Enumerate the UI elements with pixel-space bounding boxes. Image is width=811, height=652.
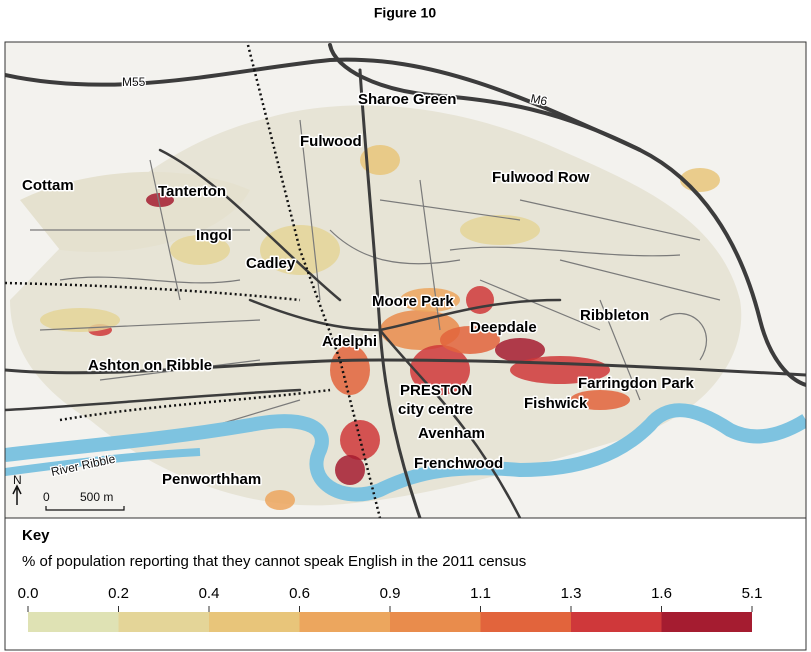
legend-swatch — [661, 612, 752, 632]
place-label: Ingol — [196, 227, 232, 244]
shaded-area — [335, 455, 365, 485]
legend-swatch — [28, 612, 119, 632]
railway — [5, 281, 331, 422]
key: Key % of population reporting that they … — [4, 517, 807, 651]
streets — [30, 119, 721, 431]
motorway — [5, 57, 806, 387]
river — [5, 448, 201, 476]
shaded-area — [265, 490, 295, 510]
place-label: Penworthham — [162, 471, 261, 488]
place-label: Moore Park — [372, 293, 454, 310]
scale-label: 500 m — [80, 490, 113, 504]
map: M55 M6 Sharoe Green Fulwood Fulwood Row … — [5, 42, 806, 518]
place-label: Sharoe Green — [358, 91, 456, 108]
main-road — [5, 148, 562, 518]
legend: 0.0 0.2 0.4 0.6 0.9 1.1 1.3 1.6 5.1 — [18, 585, 763, 632]
legend-swatch — [390, 612, 481, 632]
place-label: Ribbleton — [580, 307, 649, 324]
river — [5, 403, 806, 502]
main-road — [5, 358, 806, 377]
urban-area — [20, 171, 250, 252]
place-label: Fulwood Row — [492, 169, 590, 186]
legend-break-label: 5.1 — [742, 585, 763, 602]
shaded-area — [495, 338, 545, 362]
legend-break-label: 1.1 — [470, 585, 491, 602]
legend-break-label: 0.0 — [18, 585, 39, 602]
key-description: % of population reporting that they cann… — [22, 553, 526, 570]
legend-break-label: 0.9 — [380, 585, 401, 602]
place-label: Avenham — [418, 425, 485, 442]
place-label: Adelphi — [322, 333, 377, 350]
place-label: Tanterton — [158, 183, 226, 200]
shaded-area — [170, 235, 230, 265]
place-label: Fulwood — [300, 133, 362, 150]
legend-swatch — [118, 612, 209, 632]
road-label: M6 — [529, 91, 549, 108]
scale-label: 0 — [43, 490, 50, 504]
legend-swatch — [480, 612, 571, 632]
shaded-area — [40, 308, 120, 332]
place-label: Cadley — [246, 255, 296, 272]
place-label: Ashton on Ribble — [88, 357, 212, 374]
place-label: city centre — [398, 401, 473, 418]
shaded-area — [400, 288, 460, 312]
shaded-area — [440, 326, 500, 354]
north-arrow-label: N — [13, 473, 22, 487]
place-label: Deepdale — [470, 319, 537, 336]
legend-break-label: 1.3 — [561, 585, 582, 602]
scale-bar — [45, 506, 125, 511]
legend-swatch — [571, 612, 662, 632]
legend-break-label: 0.6 — [289, 585, 310, 602]
shaded-area — [570, 390, 630, 410]
motorway — [328, 43, 642, 152]
legend-break-label: 1.6 — [651, 585, 672, 602]
place-label: Fishwick — [524, 395, 588, 412]
place-label: PRESTON — [400, 382, 472, 399]
main-road — [358, 68, 422, 518]
shaded-areas — [40, 145, 720, 510]
shaded-area — [360, 145, 400, 175]
road-label: M55 — [122, 75, 146, 89]
figure-title: Figure 10 — [374, 5, 436, 21]
place-label: Cottam — [22, 177, 74, 194]
place-label: Farringdon Park — [578, 375, 695, 392]
railway — [246, 44, 382, 518]
north-arrow — [12, 484, 22, 505]
legend-break-label: 0.4 — [199, 585, 220, 602]
legend-swatch — [209, 612, 300, 632]
place-label: Frenchwood — [414, 455, 503, 472]
shaded-area — [146, 193, 174, 207]
key-title: Key — [22, 527, 50, 544]
shaded-area — [460, 215, 540, 245]
legend-break-label: 0.2 — [108, 585, 129, 602]
legend-swatch — [299, 612, 390, 632]
